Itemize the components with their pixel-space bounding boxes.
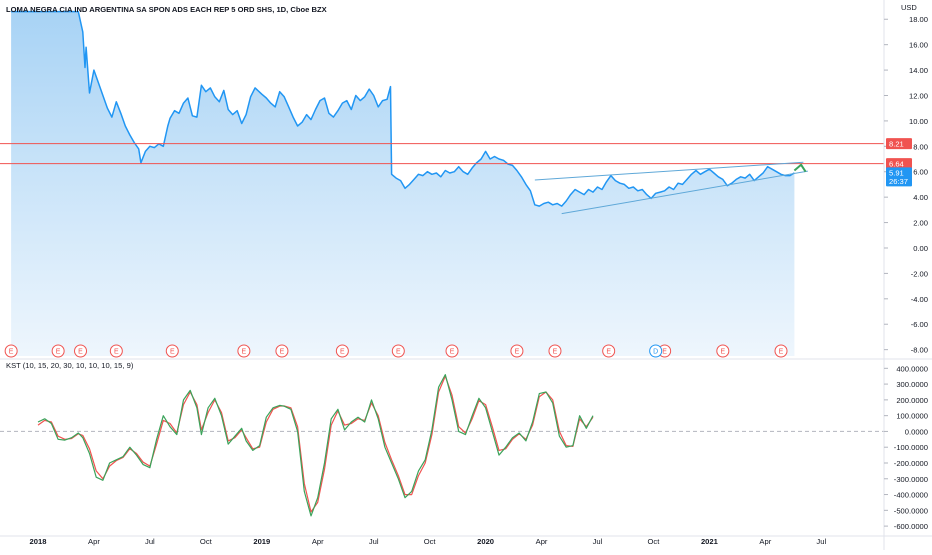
kst-series-line-signal[interactable]	[37, 375, 594, 513]
kst-tick-label: 200.0000	[896, 396, 928, 405]
earnings-marker[interactable]	[74, 344, 88, 358]
earnings-marker-label: E	[78, 349, 83, 356]
kst-tick-label: -300.0000	[894, 475, 928, 484]
kst-tick-label: -200.0000	[894, 459, 928, 468]
earnings-marker-label: E	[515, 349, 520, 356]
earnings-marker-label: E	[396, 349, 401, 356]
price-tick-label: 12.00	[909, 91, 928, 100]
earnings-marker-label: E	[242, 349, 247, 356]
price-tick-label: 8.00	[913, 142, 928, 151]
price-tick-label: -4.00	[911, 295, 928, 304]
kst-series-line-kst[interactable]	[37, 374, 594, 517]
currency-label: USD	[901, 3, 917, 12]
earnings-marker[interactable]	[275, 344, 289, 358]
last-price-label: 5.91	[889, 168, 904, 177]
earnings-marker-label: E	[450, 349, 455, 356]
kst-tick-label: 100.0000	[896, 412, 928, 421]
last-price-badge	[886, 167, 912, 187]
earnings-marker[interactable]	[716, 344, 730, 358]
kst-title: KST (10, 15, 20, 30, 10, 10, 10, 15, 9)	[6, 361, 134, 370]
earnings-marker[interactable]	[4, 344, 18, 358]
trendline[interactable]	[561, 170, 808, 215]
kst-tick-label: 300.0000	[896, 380, 928, 389]
earnings-marker[interactable]	[445, 344, 459, 358]
earnings-marker[interactable]	[335, 344, 349, 358]
trendline[interactable]	[534, 161, 804, 181]
time-tick-label: Oct	[648, 537, 661, 546]
price-tick-label: 6.00	[913, 168, 928, 177]
price-tick-label: 14.00	[909, 66, 928, 75]
horizontal-level-badge	[886, 158, 912, 170]
price-tick-label: 10.00	[909, 117, 928, 126]
horizontal-level-label: 6.64	[889, 160, 904, 169]
dividend-marker[interactable]	[649, 344, 663, 358]
earnings-marker-label: E	[662, 349, 667, 356]
price-tick-label: -2.00	[911, 269, 928, 278]
time-tick-label: Jul	[816, 537, 826, 546]
earnings-marker[interactable]	[548, 344, 562, 358]
earnings-marker[interactable]	[51, 344, 65, 358]
time-tick-label: 2020	[477, 537, 494, 546]
earnings-marker[interactable]	[602, 344, 616, 358]
time-tick-label: 2019	[253, 537, 270, 546]
time-tick-label: Apr	[536, 537, 548, 546]
earnings-marker-label: E	[9, 349, 14, 356]
earnings-marker[interactable]	[391, 344, 405, 358]
chart-title: LOMA NEGRA CIA IND ARGENTINA SA SPON ADS…	[6, 5, 327, 14]
earnings-marker-label: E	[280, 349, 285, 356]
time-tick-label: 2021	[701, 537, 719, 546]
price-tick-label: -6.00	[911, 320, 928, 329]
kst-tick-label: -100.0000	[894, 443, 928, 452]
earnings-marker-label: E	[340, 349, 345, 356]
kst-tick-label: 400.0000	[896, 364, 928, 373]
time-tick-label: Apr	[88, 537, 100, 546]
earnings-marker[interactable]	[165, 344, 179, 358]
time-tick-label: Jul	[369, 537, 379, 546]
time-tick-label: Oct	[424, 537, 437, 546]
price-line[interactable]	[11, 10, 795, 207]
price-tick-label: 16.00	[909, 41, 928, 50]
horizontal-level-badge	[886, 138, 912, 150]
kst-pane[interactable]	[0, 374, 884, 517]
price-area-fill	[11, 11, 795, 356]
kst-tick-label: -500.0000	[894, 506, 928, 515]
earnings-marker-label: E	[779, 349, 784, 356]
price-tick-label: 0.00	[913, 244, 928, 253]
horizontal-level-label: 8.21	[889, 140, 904, 149]
earnings-marker[interactable]	[510, 344, 524, 358]
earnings-marker[interactable]	[237, 344, 251, 358]
kst-tick-label: -600.0000	[894, 522, 928, 531]
price-tick-label: 18.00	[909, 15, 928, 24]
time-tick-label: Oct	[200, 537, 213, 546]
time-tick-label: Jul	[593, 537, 603, 546]
time-tick-label: Apr	[759, 537, 771, 546]
kst-tick-label: 0.0000	[905, 427, 928, 436]
price-tick-label: 4.00	[913, 193, 928, 202]
earnings-marker-label: E	[553, 349, 558, 356]
earnings-marker-label: E	[56, 349, 61, 356]
price-pane[interactable]: E E E E E E E E E E E E E E E ED	[0, 10, 884, 358]
price-tick-label: -8.00	[911, 346, 928, 355]
earnings-marker-label: E	[606, 349, 611, 356]
time-tick-label: 2018	[30, 537, 47, 546]
earnings-marker-label: E	[170, 349, 175, 356]
earnings-marker[interactable]	[774, 344, 788, 358]
countdown-label: 26:37	[889, 177, 908, 186]
dividend-marker-label: D	[653, 349, 658, 356]
time-tick-label: Jul	[145, 537, 155, 546]
earnings-marker[interactable]	[109, 344, 123, 358]
arrow-drawing[interactable]	[793, 163, 807, 173]
earnings-marker-label: E	[114, 349, 119, 356]
time-tick-label: Apr	[312, 537, 324, 546]
kst-tick-label: -400.0000	[894, 491, 928, 500]
earnings-marker-label: E	[720, 349, 725, 356]
price-tick-label: 2.00	[913, 219, 928, 228]
